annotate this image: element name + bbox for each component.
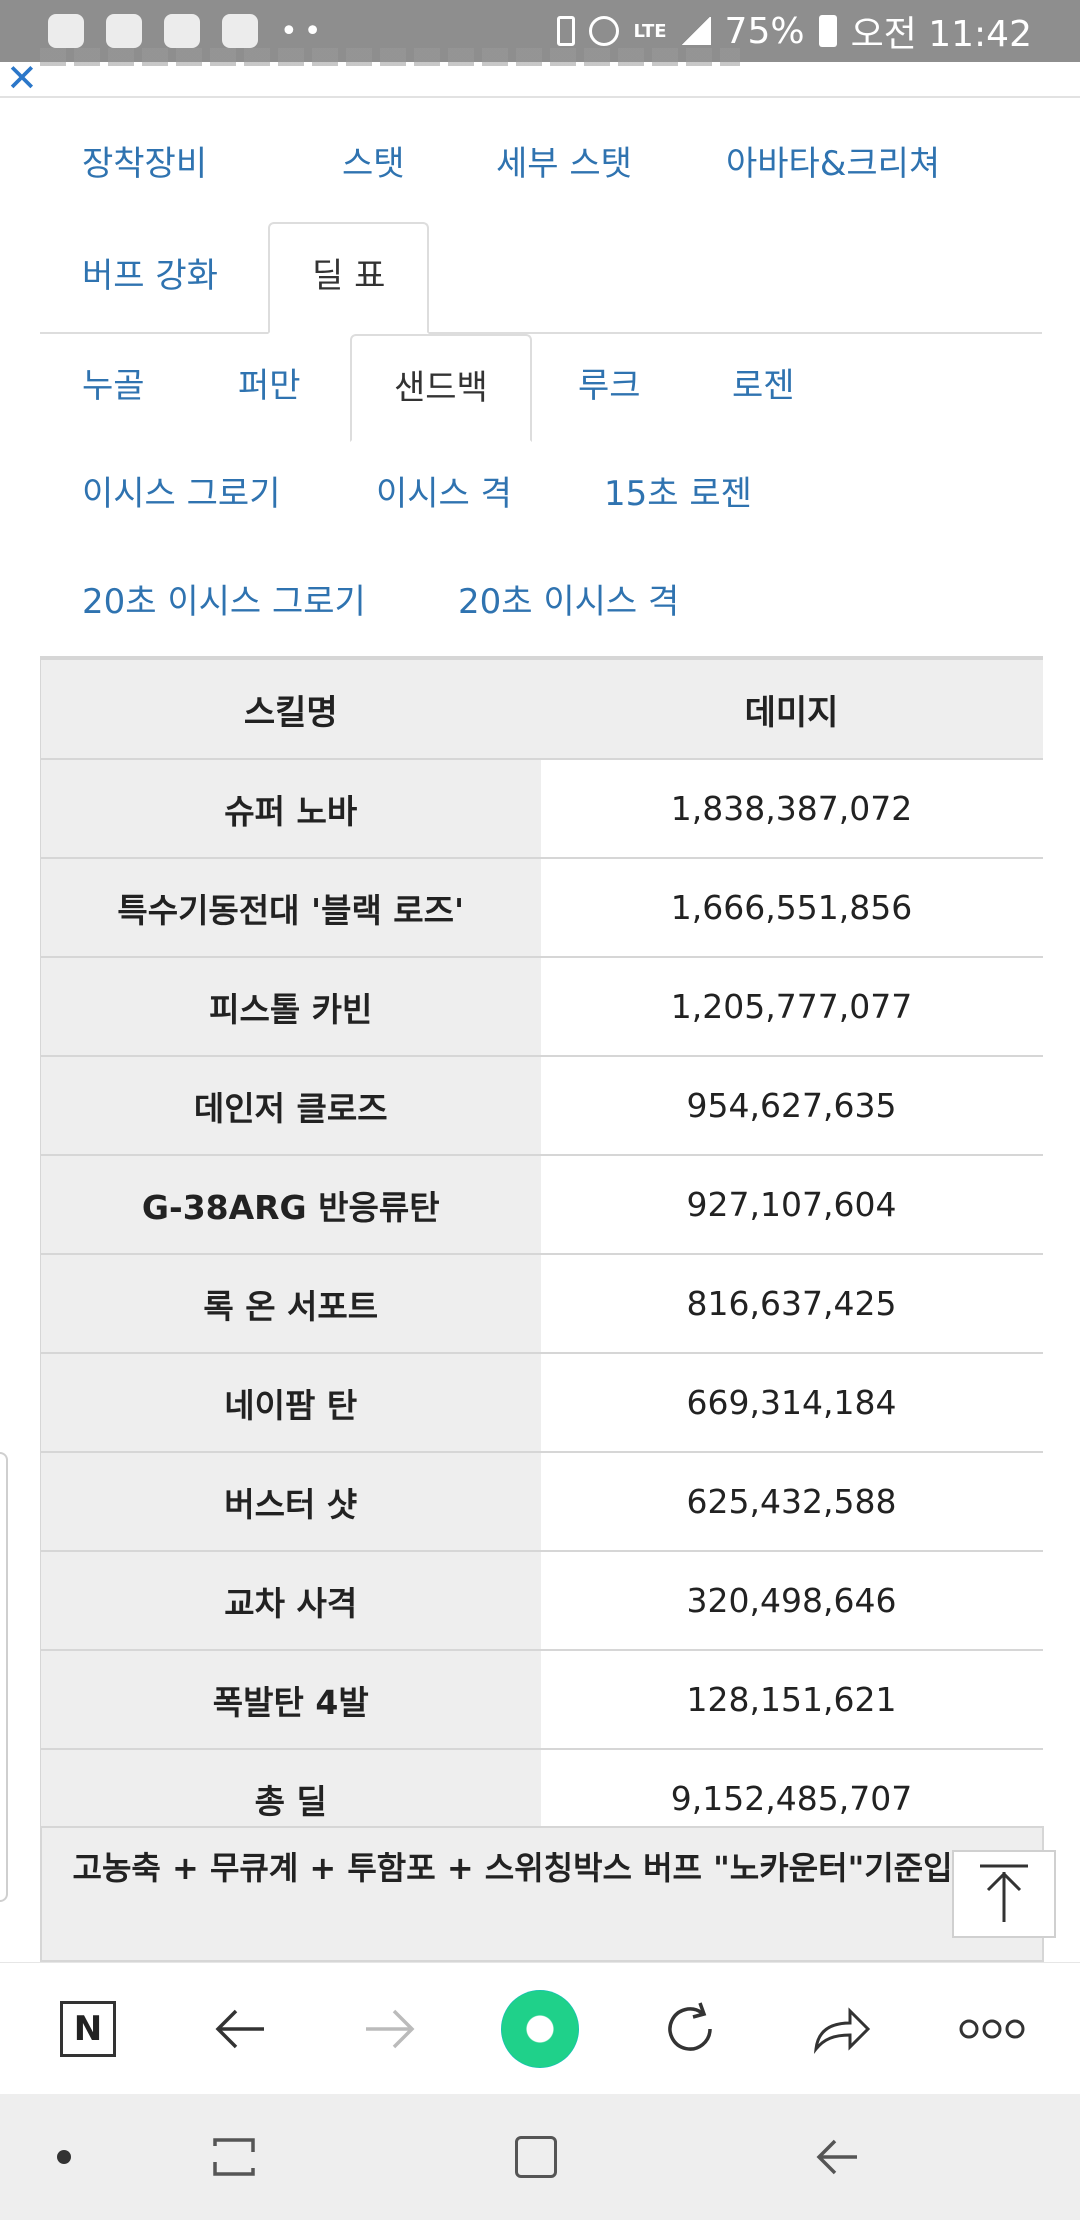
naver-n-label: N [73, 2009, 103, 2049]
recent-apps-icon [213, 2138, 255, 2176]
damage-cell: 128,151,621 [540, 1650, 1043, 1750]
tab-isis-groggy[interactable]: 이시스 그로기 [82, 474, 281, 514]
table-row: G-38ARG 반응류탄 927,107,604 [40, 1155, 1043, 1255]
damage-cell: 1,205,777,077 [540, 957, 1043, 1057]
primary-tabs: 장착장비 스탯 세부 스탯 아바타&크리쳐 버프 강화 딜 표 [40, 110, 1042, 334]
pen-notification-icon [106, 14, 142, 48]
green-dot-button[interactable] [490, 1963, 590, 2095]
nav-dot-button[interactable] [14, 2094, 114, 2220]
skill-name-cell: G-38ARG 반응류탄 [40, 1155, 541, 1255]
table-row: 네이팜 탄 669,314,184 [40, 1353, 1043, 1453]
ad-banner-text-cutoff [40, 48, 740, 66]
edge-panel-handle[interactable] [0, 1452, 8, 1902]
tab-isis-attack[interactable]: 이시스 격 [376, 474, 512, 514]
scroll-to-top-button[interactable] [952, 1850, 1056, 1938]
forward-button[interactable] [340, 1963, 440, 2095]
notification-icons: •• [48, 14, 327, 49]
share-button[interactable] [792, 1963, 892, 2095]
skill-name-cell: 록 온 서포트 [40, 1254, 541, 1354]
share-icon [813, 2007, 871, 2054]
table-row: 데인저 클로즈 954,627,635 [40, 1056, 1043, 1156]
damage-cell: 1,666,551,856 [540, 858, 1043, 958]
tab-damage-table[interactable]: 딜 표 [268, 222, 430, 334]
app-notification-icon [48, 14, 84, 48]
tab-rosen[interactable]: 로젠 [732, 366, 795, 406]
tab-nugol[interactable]: 누골 [82, 366, 145, 406]
alarm-icon [589, 16, 620, 46]
more-notifications-icon: •• [280, 13, 328, 49]
skill-name-cell: 교차 사격 [40, 1551, 541, 1651]
battery-level: 75% [724, 10, 805, 52]
skill-name-cell: 피스톨 카빈 [40, 957, 541, 1057]
refresh-icon [668, 2002, 712, 2051]
home-square-icon [515, 2136, 557, 2178]
green-dot-icon [501, 1990, 579, 2068]
ad-close-icon[interactable]: ✕ [6, 56, 38, 100]
damage-table: 스킬명 데미지 슈퍼 노바 1,838,387,072 특수기동전대 '블랙 로… [40, 656, 1043, 1849]
tab-permanent[interactable]: 퍼만 [238, 366, 301, 406]
damage-cell: 816,637,425 [540, 1254, 1043, 1354]
table-row: 슈퍼 노바 1,838,387,072 [40, 759, 1043, 859]
skill-name-cell: 네이팜 탄 [40, 1353, 541, 1453]
clock: 오전 11:42 [850, 14, 1032, 55]
table-header-row: 스킬명 데미지 [40, 656, 1043, 760]
status-right: LTE 75% 오전 11:42 [557, 5, 1032, 57]
game-notification-icon [164, 14, 200, 48]
arrow-up-icon [980, 1864, 1028, 1922]
more-options-icon [959, 2019, 1025, 2039]
tab-20s-isis-groggy[interactable]: 20초 이시스 그로기 [82, 582, 366, 622]
secondary-tabs: 누골 퍼만 샌드백 루크 로젠 이시스 그로기 이시스 격 15초 로젠 20초… [40, 332, 1042, 652]
naver-n-icon: N [60, 2001, 116, 2057]
tab-luke[interactable]: 루크 [578, 366, 641, 406]
table-row: 폭발탄 4발 128,151,621 [40, 1650, 1043, 1750]
damage-cell: 927,107,604 [540, 1155, 1043, 1255]
tab-15s-rosen[interactable]: 15초 로젠 [604, 474, 752, 514]
back-nav-icon [816, 2139, 857, 2175]
damage-cell: 625,432,588 [540, 1452, 1043, 1552]
tab-20s-isis-attack[interactable]: 20초 이시스 격 [458, 582, 680, 622]
arrow-left-icon [215, 2009, 264, 2049]
damage-cell: 954,627,635 [540, 1056, 1043, 1156]
skill-name-cell: 폭발탄 4발 [40, 1650, 541, 1750]
tab-buff-enhance[interactable]: 버프 강화 [82, 256, 218, 296]
header-damage: 데미지 [540, 656, 1043, 760]
tab-avatar-creature[interactable]: 아바타&크리쳐 [726, 144, 941, 184]
tab-detail-stats[interactable]: 세부 스탯 [496, 144, 632, 184]
table-footnote: 고농축 + 무큐계 + 투함포 + 스위칭박스 버프 "노카운터"기준입니다 [40, 1826, 1044, 1962]
signal-icon [680, 17, 711, 45]
damage-cell: 320,498,646 [540, 1551, 1043, 1651]
battery-saver-icon [557, 16, 576, 46]
table-row: 버스터 샷 625,432,588 [40, 1452, 1043, 1552]
system-nav-bar [0, 2094, 1080, 2220]
skill-name-cell: 버스터 샷 [40, 1452, 541, 1552]
header-skill-name: 스킬명 [40, 656, 541, 760]
damage-cell: 1,838,387,072 [540, 759, 1043, 859]
skill-name-cell: 특수기동전대 '블랙 로즈' [40, 858, 541, 958]
tab-sandbag[interactable]: 샌드백 [350, 334, 532, 442]
home-button[interactable] [486, 2094, 586, 2220]
back-button[interactable] [190, 1963, 290, 2095]
battery-icon [818, 15, 837, 47]
damage-cell: 669,314,184 [540, 1353, 1043, 1453]
refresh-button[interactable] [640, 1963, 740, 2095]
browser-toolbar: N [0, 1962, 1080, 2095]
table-row: 피스톨 카빈 1,205,777,077 [40, 957, 1043, 1057]
recent-apps-button[interactable] [184, 2094, 284, 2220]
naver-home-button[interactable]: N [38, 1963, 138, 2095]
tab-equipment[interactable]: 장착장비 [82, 144, 208, 184]
ad-banner: ✕ [0, 48, 1080, 100]
more-menu-button[interactable] [942, 1963, 1042, 2095]
back-nav-button[interactable] [788, 2094, 888, 2220]
youtube-notification-icon [222, 14, 258, 48]
tab-stats[interactable]: 스탯 [342, 144, 405, 184]
network-type: LTE [633, 20, 667, 42]
table-row: 록 온 서포트 816,637,425 [40, 1254, 1043, 1354]
table-row: 특수기동전대 '블랙 로즈' 1,666,551,856 [40, 858, 1043, 958]
skill-name-cell: 데인저 클로즈 [40, 1056, 541, 1156]
skill-name-cell: 슈퍼 노바 [40, 759, 541, 859]
arrow-right-icon [366, 2009, 415, 2049]
dot-icon [57, 2150, 71, 2164]
table-row: 교차 사격 320,498,646 [40, 1551, 1043, 1651]
